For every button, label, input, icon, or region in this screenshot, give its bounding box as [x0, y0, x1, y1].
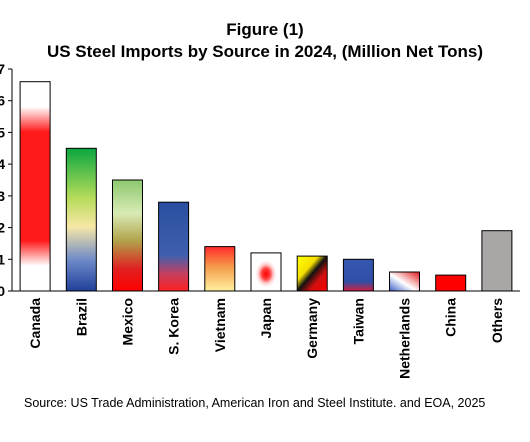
y-tick-label: 2	[0, 220, 5, 236]
y-tick-label: 1	[0, 251, 5, 267]
bar-taiwan	[342, 258, 374, 292]
chart-title: US Steel Imports by Source in 2024, (Mil…	[46, 42, 484, 61]
bar-china	[435, 274, 467, 292]
x-tick-label: Mexico	[120, 298, 136, 345]
bar-chart: 0 1 2 3 4 5 6 7 Canada Brazil Mexico S. Korea Vietn…	[0, 61, 520, 379]
bar-netherlands	[389, 271, 420, 292]
x-tick-label: Germany	[304, 298, 320, 359]
bar-s-korea	[158, 201, 190, 292]
x-tick-label: Japan	[258, 298, 274, 338]
y-tick-label: 5	[0, 124, 5, 140]
y-tick-label: 0	[0, 283, 5, 299]
bar-japan	[250, 252, 282, 292]
x-tick-label: S. Korea	[166, 298, 182, 355]
y-tick-label: 3	[0, 188, 5, 204]
y-tick-label: 7	[0, 61, 5, 77]
x-tick-label: Brazil	[73, 298, 89, 336]
x-tick-label: Others	[489, 298, 505, 343]
bar-canada	[19, 81, 51, 292]
x-tick-label: China	[443, 298, 459, 337]
y-tick-label: 6	[0, 93, 5, 109]
source-note: Source: US Trade Administration, America…	[24, 396, 486, 410]
bar-germany	[296, 255, 328, 292]
bar-brazil	[65, 147, 97, 292]
figure-label: Figure (1)	[226, 20, 304, 39]
x-tick-label: Taiwan	[350, 298, 366, 344]
y-tick-label: 4	[0, 156, 5, 172]
bar-mexico	[112, 179, 143, 292]
bar-vietnam	[204, 246, 236, 292]
x-tick-label: Netherlands	[397, 298, 413, 379]
x-tick-label: Vietnam	[212, 298, 228, 352]
bar-others	[481, 230, 513, 292]
x-tick-label: Canada	[27, 298, 43, 349]
